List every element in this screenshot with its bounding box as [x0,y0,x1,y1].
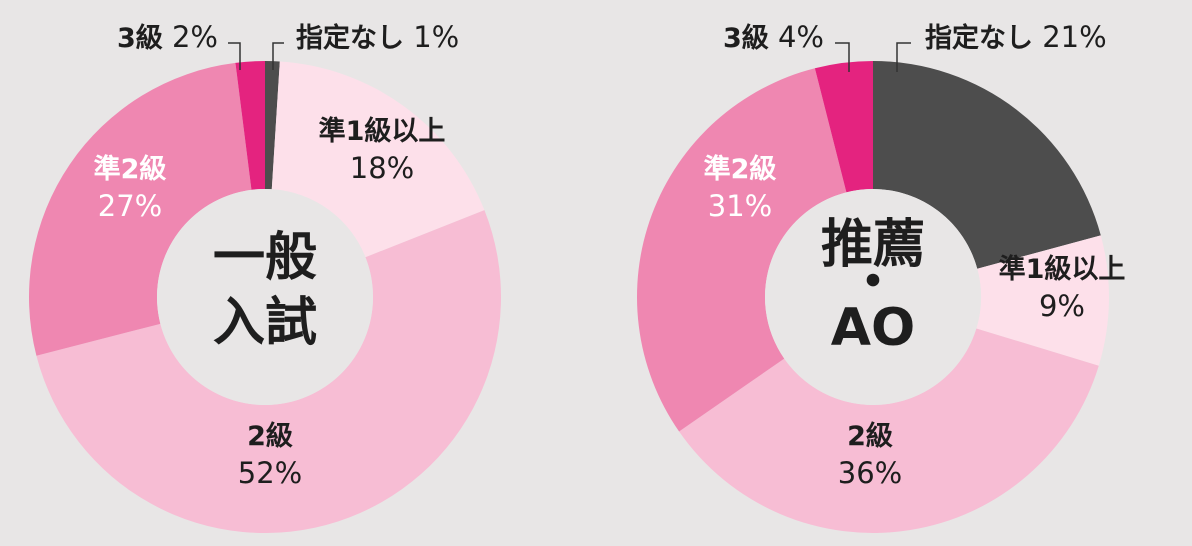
donut-segment-unspecified [873,61,1101,269]
donut-segment-grade3 [235,61,265,190]
segment-value-pre1-or-above: 18% [350,151,414,185]
center-label-line: 推薦 [821,215,925,275]
leader-line-grade3 [228,42,241,70]
donut-hole [157,189,373,405]
leader-line-grade3 [835,42,850,72]
donut-segment-pre1-or-above [976,235,1110,366]
segment-label-grade3: 3級 4% [723,20,824,54]
center-label-line: AO [831,298,915,358]
segment-value-grade2: 52% [238,456,302,490]
donut-segment-grade3 [814,61,873,193]
center-label-line: 入試 [213,293,317,353]
segment-label-pre1-or-above: 準1級以上 [319,115,446,147]
center-label-line: ・ [847,253,899,313]
segment-label-pre2: 準2級 [94,153,167,185]
donut-segment-pre1-or-above [271,61,485,258]
segment-value-pre2: 31% [708,189,772,223]
donut-chart-2: 推薦・AO 指定なし 21% 準1級以上 9% 2級 36% 準2級 31% 3級 4% [637,20,1126,534]
segment-label-grade2: 2級 [847,420,893,452]
segment-value-grade2: 36% [838,456,902,490]
segment-label-grade2: 2級 [247,420,293,452]
center-label-line: 一般 [213,228,317,288]
segment-value-pre2: 27% [98,189,162,223]
segment-label-pre2: 準2級 [704,153,777,185]
donut-segment-unspecified [265,61,280,190]
donut-segment-pre2 [28,62,252,356]
segment-label-unspecified: 指定なし 1% [296,20,459,54]
donut-segment-pre2 [637,68,847,432]
segment-value-pre1-or-above: 9% [1039,289,1085,323]
leader-line-unspecified [896,42,911,72]
donut-hole [765,189,981,405]
segment-label-pre1-or-above: 準1級以上 [999,253,1126,285]
donut-segment-grade2 [679,328,1099,534]
donut-segment-grade2 [36,210,502,533]
segment-label-grade3: 3級 2% [117,20,218,54]
leader-line-unspecified [272,42,284,70]
segment-label-unspecified: 指定なし 21% [925,20,1107,54]
